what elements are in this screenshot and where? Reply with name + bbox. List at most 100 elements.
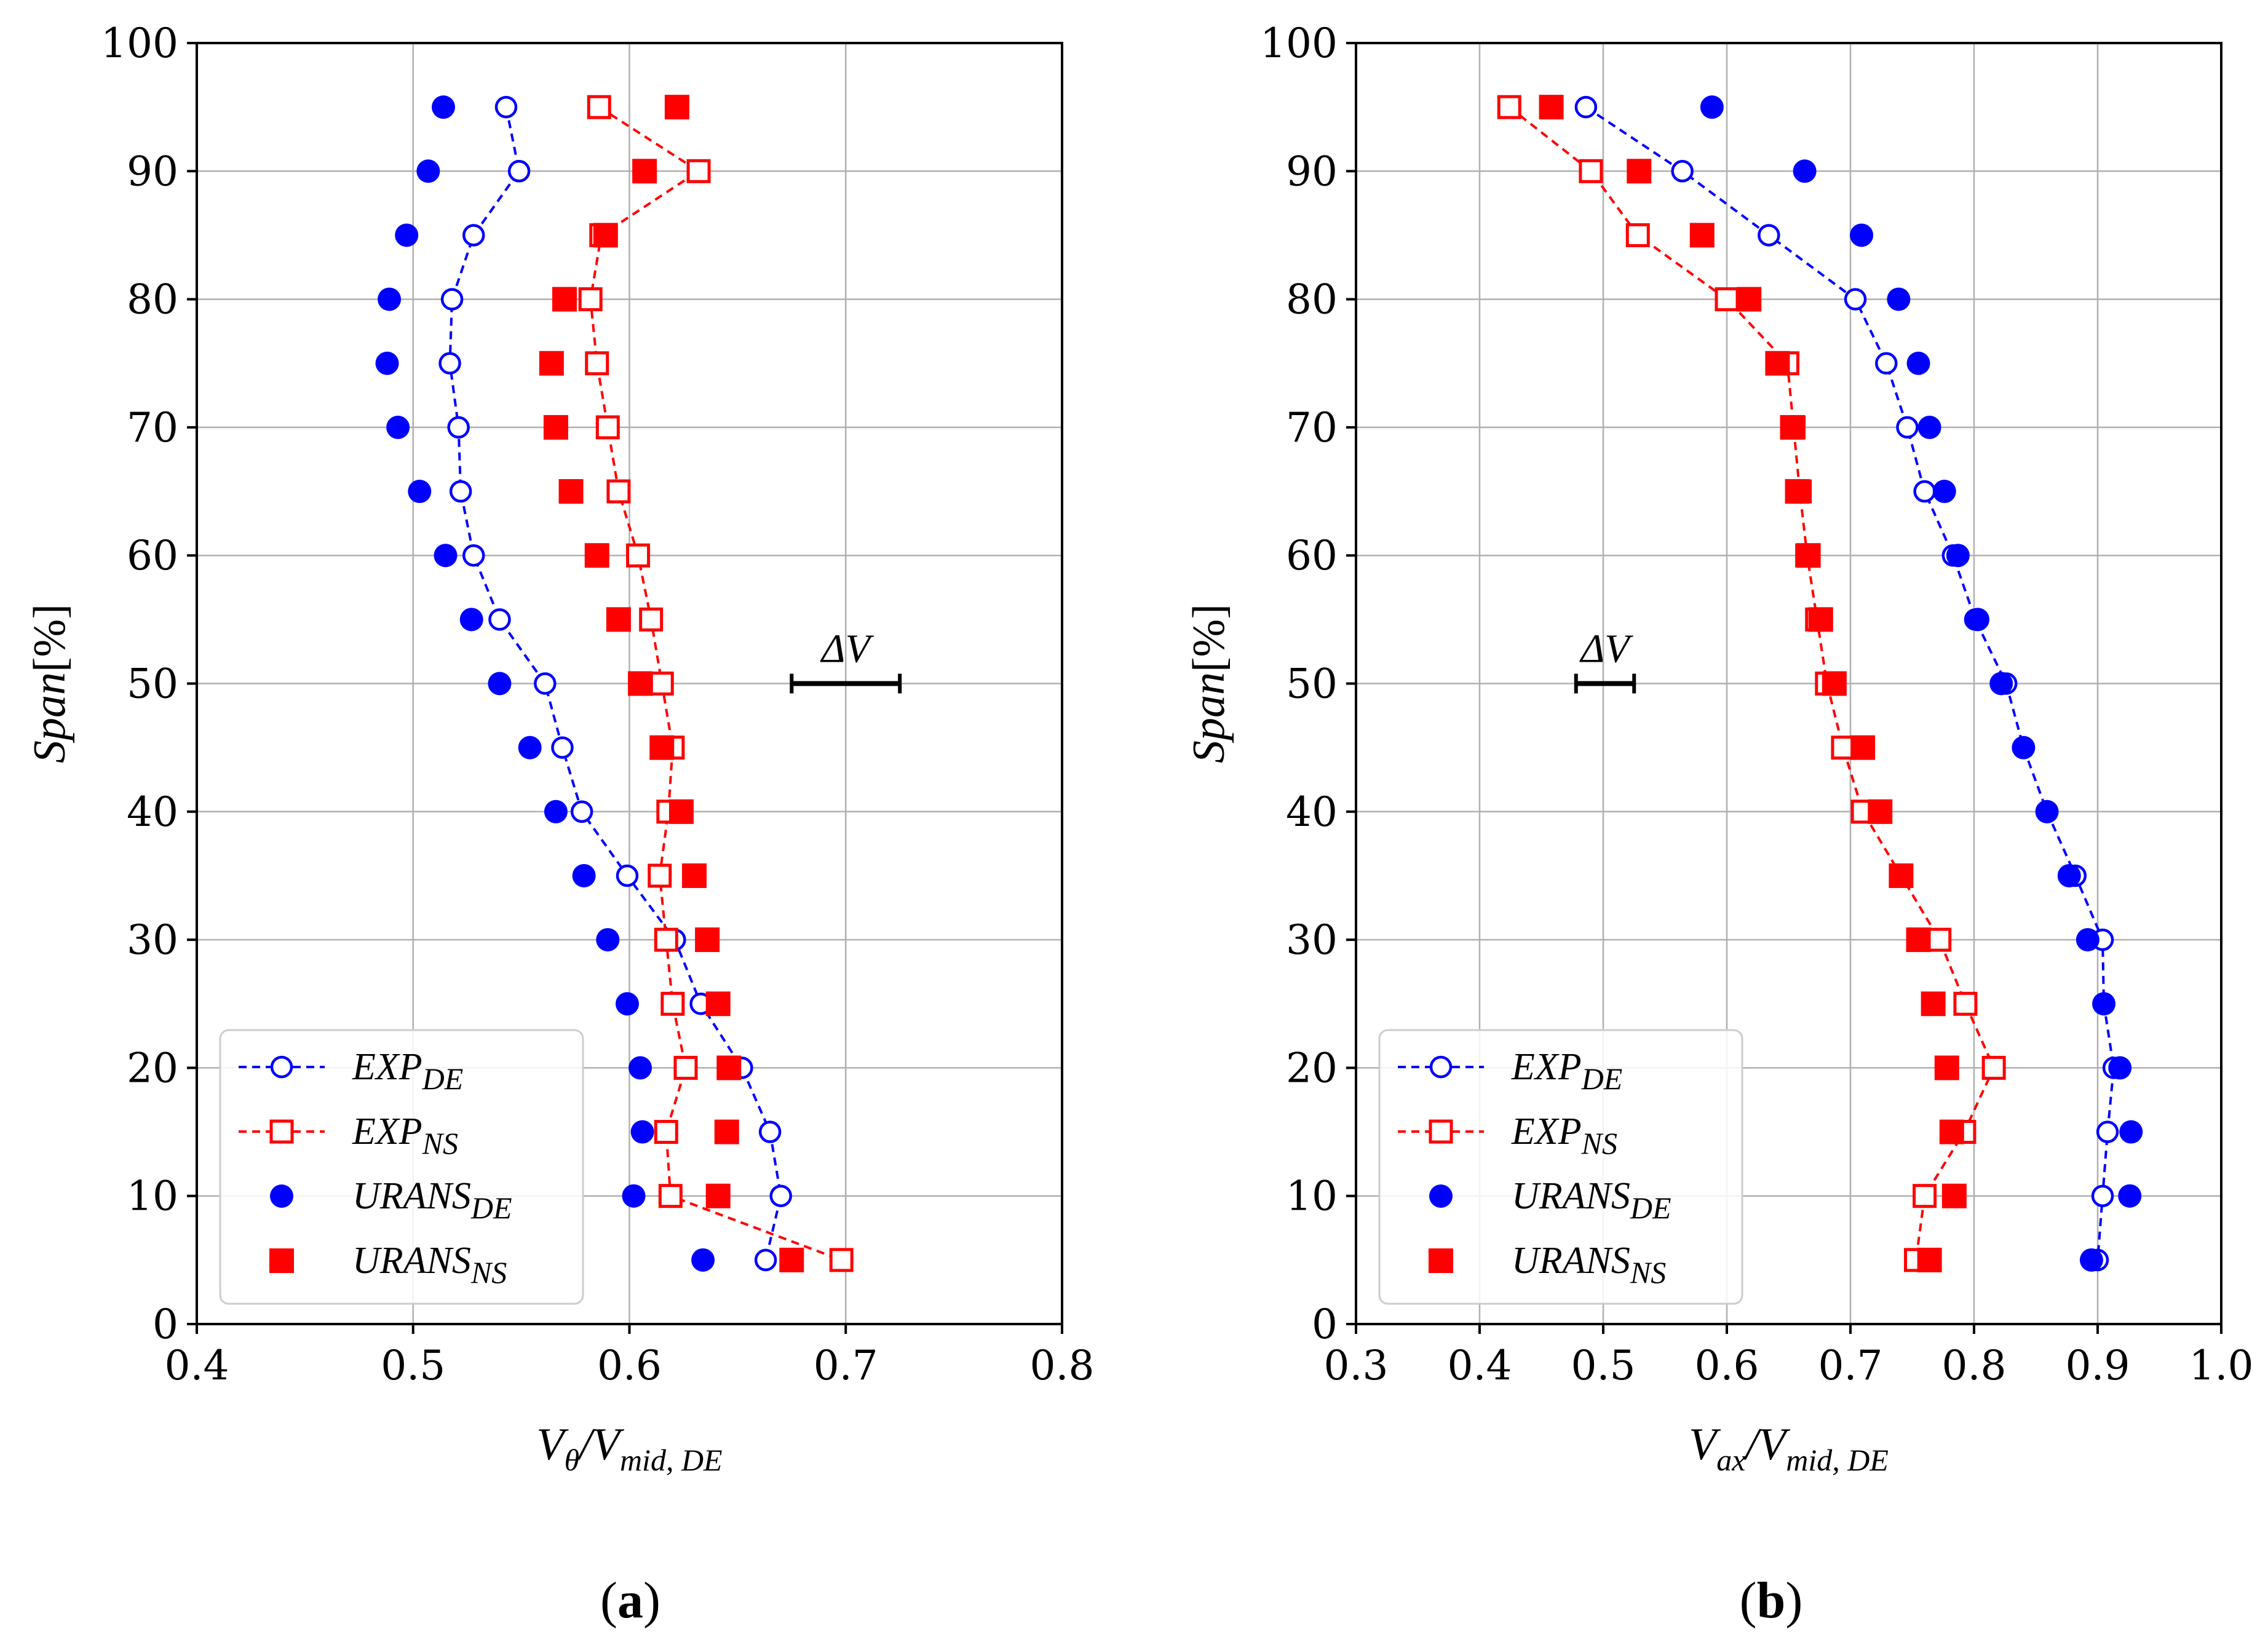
data-point	[595, 415, 620, 440]
y-axis-label: Span[%]	[25, 604, 75, 763]
legend-label: EXPNS	[1511, 1111, 1617, 1160]
data-point	[664, 95, 689, 120]
legend-box	[219, 1029, 584, 1305]
legend-label-sub: NS	[470, 1255, 507, 1290]
data-point	[1625, 223, 1650, 247]
y-tick-label: 60	[127, 532, 178, 579]
legend-label: URANSDE	[352, 1175, 512, 1225]
legend-box	[1378, 1029, 1743, 1305]
legend-marker	[1429, 1248, 1453, 1273]
legend-label-main: EXP	[352, 1046, 422, 1088]
data-point	[622, 1184, 646, 1208]
data-point	[754, 1248, 777, 1272]
y-tick-label: 40	[1286, 788, 1338, 836]
x-tick-label: 0.5	[381, 1342, 445, 1389]
data-point	[408, 480, 432, 504]
data-point	[648, 863, 672, 888]
x-label-main2: V	[592, 1419, 625, 1470]
data-point	[2079, 1248, 2103, 1272]
data-point	[551, 736, 574, 759]
y-tick-label: 0	[153, 1301, 178, 1348]
legend-label: EXPDE	[352, 1046, 463, 1096]
data-point	[494, 95, 518, 119]
y-tick-label: 100	[1260, 20, 1338, 67]
x-axis-label: Vax/Vmid, DE	[1689, 1419, 1889, 1477]
data-point	[1796, 543, 1821, 568]
data-point	[1875, 352, 1898, 375]
legend-item: URANSNS	[1429, 1240, 1666, 1290]
legend-label: URANSNS	[352, 1240, 507, 1290]
data-point	[462, 544, 485, 567]
data-point	[649, 672, 674, 696]
data-point	[1906, 351, 1930, 375]
y-tick-label: 50	[127, 660, 178, 708]
legend-item: URANSNS	[269, 1240, 507, 1290]
legend-item: EXPNS	[1398, 1111, 1617, 1160]
legend-marker	[270, 1055, 293, 1079]
data-point	[1850, 735, 1876, 760]
legend-marker	[269, 1248, 294, 1273]
data-point	[1927, 927, 1952, 952]
series-urans-de	[1700, 95, 2143, 1272]
y-label-main: Span	[1184, 672, 1234, 763]
legend-label-sub: DE	[470, 1191, 512, 1225]
delta-v-bar: ΔV	[790, 627, 902, 694]
data-point	[1941, 1183, 1967, 1208]
data-point	[691, 1248, 715, 1272]
data-point	[1574, 95, 1598, 119]
data-point	[686, 159, 711, 183]
caption-paren-close: )	[643, 1572, 660, 1629]
legend-label: URANSDE	[1512, 1175, 1671, 1225]
y-label-suffix: [%]	[25, 604, 75, 672]
x-tick-label: 0.7	[1818, 1342, 1883, 1389]
y-tick-label: 20	[1286, 1044, 1338, 1092]
data-point	[378, 287, 402, 311]
y-label-suffix: [%]	[1184, 604, 1234, 672]
data-point	[1946, 544, 1970, 568]
x-axis-label: Vθ/Vmid, DE	[536, 1419, 722, 1477]
data-point	[1921, 991, 1946, 1017]
legend-label: EXPNS	[352, 1111, 458, 1160]
x-label-main: V	[1689, 1419, 1721, 1470]
data-point	[1868, 799, 1893, 824]
data-point	[1793, 159, 1817, 183]
legend-label-sub: DE	[422, 1061, 464, 1096]
legend-item: URANSDE	[1429, 1175, 1671, 1225]
data-point	[375, 351, 399, 375]
x-tick-label: 0.8	[1030, 1342, 1095, 1389]
data-point	[488, 672, 512, 696]
data-point	[539, 351, 564, 376]
legend-label-main: EXP	[352, 1111, 422, 1152]
legend-label-main: EXP	[1511, 1111, 1582, 1152]
x-tick-label: 0.4	[165, 1342, 229, 1389]
legend-item: EXPNS	[239, 1111, 458, 1160]
y-tick-label: 100	[101, 20, 178, 67]
series-exp-de	[438, 95, 792, 1272]
data-point	[1579, 159, 1603, 183]
data-point	[705, 991, 731, 1017]
delta-v-label: ΔV	[820, 627, 874, 672]
data-point	[758, 1120, 782, 1143]
x-tick-label: 0.3	[1324, 1342, 1389, 1389]
data-point	[1808, 607, 1833, 632]
data-point	[660, 991, 685, 1016]
data-point	[552, 287, 577, 312]
data-point	[705, 1183, 731, 1208]
data-point	[1981, 1055, 2006, 1080]
data-point	[639, 607, 664, 632]
delta-v-bar: ΔV	[1574, 627, 1636, 694]
data-point	[714, 1119, 739, 1144]
series-urans-ns	[539, 95, 804, 1272]
data-point	[518, 736, 542, 760]
data-point	[606, 607, 631, 632]
y-tick-label: 70	[1286, 404, 1338, 451]
legend-label-sub: NS	[1630, 1255, 1666, 1290]
y-tick-label: 0	[1312, 1301, 1338, 1348]
data-point	[829, 1248, 854, 1272]
y-tick-label: 10	[127, 1173, 178, 1220]
data-point	[1765, 351, 1790, 376]
legend-label: EXPDE	[1511, 1046, 1622, 1096]
data-point	[628, 671, 653, 696]
data-point	[2118, 1184, 2142, 1208]
